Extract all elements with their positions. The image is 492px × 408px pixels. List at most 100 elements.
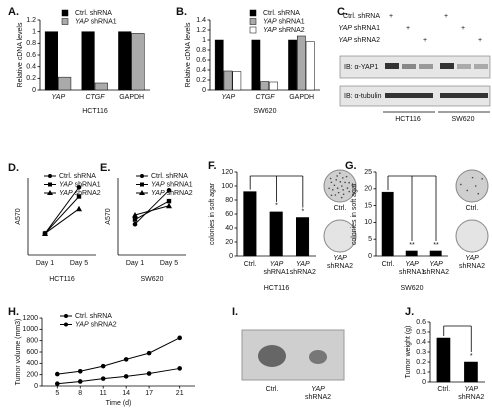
bar (260, 81, 270, 91)
bar (118, 31, 132, 91)
band (440, 93, 488, 98)
panel-letter: E. (100, 162, 110, 174)
y-tick-label: 0.2 (416, 359, 426, 366)
legend-label: YAP shRNA1 (151, 181, 193, 188)
y-tick-label: 0.4 (196, 67, 206, 74)
marker (77, 379, 83, 384)
y-tick-label: 15 (364, 202, 372, 209)
y-tick-label: 200 (26, 372, 38, 379)
colony (329, 177, 332, 180)
y-tick-label: 80 (225, 197, 233, 204)
cell-line: SW620 (452, 116, 475, 123)
band (474, 64, 488, 69)
legend-marker (47, 190, 53, 195)
bar (243, 191, 257, 257)
y-tick-label: 0.3 (416, 349, 426, 356)
row-label: YAP shRNA2 (338, 37, 380, 44)
bar (223, 70, 233, 91)
legend-label: YAP shRNA2 (75, 321, 117, 328)
y-tick-label: 400 (26, 360, 38, 367)
y-axis-label: A570 (105, 208, 112, 224)
bar (436, 337, 451, 383)
x-tick-label: YAP shRNA2 (290, 261, 316, 276)
marker (177, 366, 182, 371)
legend-marker (64, 314, 68, 318)
colony (341, 185, 343, 187)
bar (44, 31, 58, 91)
legend-label: Ctrl. shRNA (75, 313, 112, 320)
panel-letter: H. (8, 306, 19, 318)
y-axis-label: colonies in soft agar (209, 182, 216, 245)
x-axis-label: SW620 (254, 108, 277, 115)
band (385, 93, 433, 98)
marker (100, 363, 106, 369)
photo-label: YAP shRNA2 (305, 386, 331, 401)
panel-letter: I. (232, 306, 238, 318)
colony (342, 177, 344, 179)
y-axis-label: Tumor weight (g) (405, 326, 412, 379)
legend-label: YAP shRNA2 (151, 190, 193, 197)
band (419, 64, 433, 69)
x-tick-label: 21 (176, 390, 184, 397)
lane-sign: + (461, 25, 465, 32)
bar (58, 76, 72, 91)
band (402, 64, 416, 69)
marker (123, 374, 129, 379)
colony (337, 191, 340, 194)
colony (351, 184, 354, 186)
y-tick-label: 0.2 (26, 75, 36, 82)
y-tick-label: 600 (26, 349, 38, 356)
series-line (44, 196, 80, 234)
y-tick-label: 1.2 (196, 27, 206, 34)
series-line (134, 205, 170, 216)
y-tick-label: 0.8 (26, 40, 36, 47)
legend-label: YAP shRNA2 (263, 27, 305, 34)
bar (251, 39, 261, 91)
row-label: Ctrl. shRNA (343, 13, 380, 20)
y-tick-label: 1 (32, 29, 36, 36)
y-tick-label: 40 (225, 225, 233, 232)
y-tick-label: 1.4 (196, 17, 206, 24)
x-axis-label: HCT116 (49, 276, 75, 283)
dish-photo (455, 219, 489, 253)
series-line (44, 186, 80, 234)
x-tick-label: 17 (145, 390, 153, 397)
panel-letter: B. (176, 6, 187, 18)
marker (146, 350, 152, 356)
panel-letter: F. (208, 160, 217, 172)
marker (132, 221, 138, 227)
colony (346, 187, 349, 189)
y-axis-label: Tumor volume (mm3) (15, 319, 22, 386)
colony (339, 172, 341, 174)
marker (166, 198, 172, 204)
bar (381, 191, 394, 257)
x-tick-label: CTGF (85, 94, 105, 101)
bar (296, 217, 310, 257)
dish-photo (455, 169, 489, 203)
x-tick-label: 14 (122, 390, 130, 397)
probe-label: IB: α-YAP1 (344, 64, 378, 71)
bar (94, 82, 108, 91)
colony (481, 178, 483, 180)
marker (76, 184, 82, 190)
y-tick-label: 1 (202, 37, 206, 44)
marker (166, 188, 172, 193)
bar (232, 71, 242, 91)
marker (76, 205, 82, 212)
marker (42, 230, 48, 236)
legend-swatch (249, 26, 257, 34)
colony (474, 185, 477, 187)
x-tick-label: Day 1 (126, 260, 144, 267)
x-tick-label: Day 5 (160, 260, 178, 267)
colony (339, 181, 342, 183)
y-tick-label: 800 (26, 338, 38, 345)
panel-letter: J. (405, 306, 414, 318)
y-tick-label: 25 (364, 169, 372, 176)
legend-marker (48, 182, 52, 187)
legend-swatch (249, 9, 257, 17)
marker (55, 381, 60, 387)
legend-swatch (249, 18, 257, 25)
y-tick-label: 0.4 (416, 339, 426, 346)
legend-label: Ctrl. shRNA (75, 10, 112, 17)
